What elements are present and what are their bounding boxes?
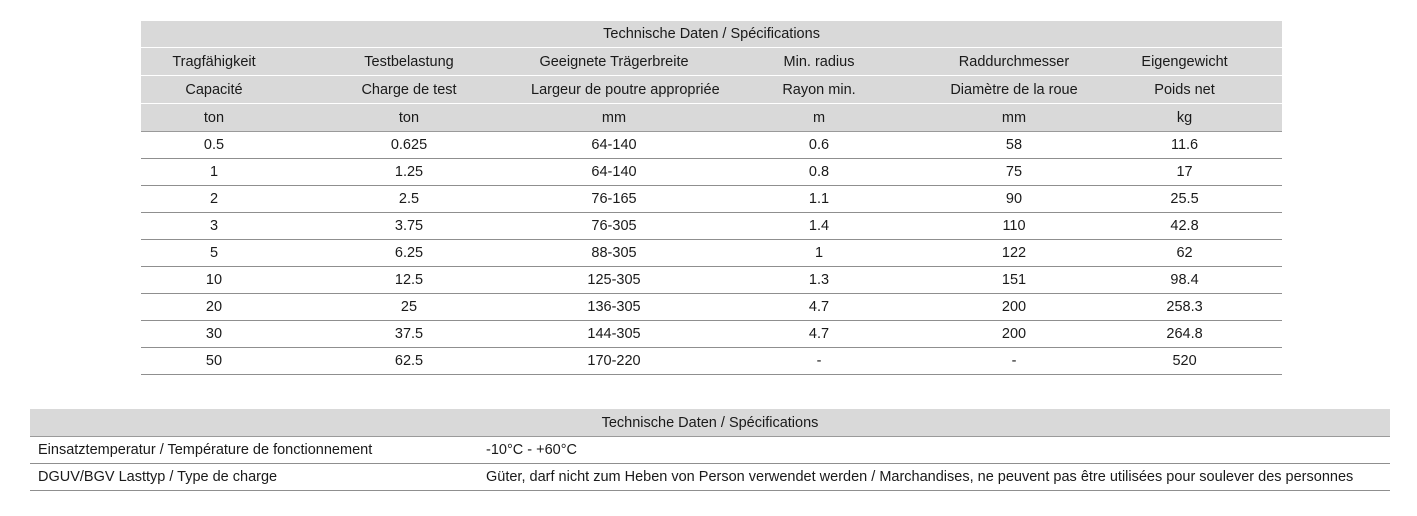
cell-min-radius: 1.4 xyxy=(697,212,941,240)
cell-wheel-diameter: 151 xyxy=(941,266,1087,294)
cell-wheel-diameter: 110 xyxy=(941,212,1087,240)
cell-min-radius: 1 xyxy=(697,239,941,267)
cell-beam-width: 64-140 xyxy=(531,158,697,186)
cell-wheel-diameter: 200 xyxy=(941,293,1087,321)
cell-capacity: 5 xyxy=(141,239,287,267)
cell-wheel-diameter: 200 xyxy=(941,320,1087,348)
spec-table: Technische Daten / Spécifications Tragfä… xyxy=(141,21,1283,375)
info-label-load-type: DGUV/BGV Lasttyp / Type de charge xyxy=(30,463,486,491)
table-row: 1 1.25 64-140 0.8 75 17 xyxy=(141,158,1283,186)
cell-wheel-diameter: 75 xyxy=(941,158,1087,186)
info-table: Technische Daten / Spécifications Einsat… xyxy=(30,409,1391,491)
cell-min-radius: 1.3 xyxy=(697,266,941,294)
table-row: 50 62.5 170-220 - - 520 xyxy=(141,347,1283,375)
cell-capacity: 50 xyxy=(141,347,287,375)
table-row: 20 25 136-305 4.7 200 258.3 xyxy=(141,293,1283,321)
cell-net-weight: 42.8 xyxy=(1087,212,1283,240)
header-fr-min-radius: Rayon min. xyxy=(697,75,941,104)
cell-min-radius: 4.7 xyxy=(697,320,941,348)
table-row: 2 2.5 76-165 1.1 90 25.5 xyxy=(141,185,1283,213)
cell-test-load: 6.25 xyxy=(287,239,531,267)
cell-test-load: 37.5 xyxy=(287,320,531,348)
cell-beam-width: 76-305 xyxy=(531,212,697,240)
cell-beam-width: 64-140 xyxy=(531,131,697,159)
header-de-capacity: Tragfähigkeit xyxy=(141,47,287,76)
cell-test-load: 12.5 xyxy=(287,266,531,294)
header-fr-net-weight: Poids net xyxy=(1087,75,1283,104)
unit-min-radius: m xyxy=(697,103,941,132)
header-de-beam-width: Geeignete Trägerbreite xyxy=(531,47,697,76)
cell-test-load: 2.5 xyxy=(287,185,531,213)
spec-header-row-de: Tragfähigkeit Testbelastung Geeignete Tr… xyxy=(141,47,1283,76)
info-table-title-row: Technische Daten / Spécifications xyxy=(30,409,1391,437)
header-fr-test-load: Charge de test xyxy=(287,75,531,104)
table-row: 0.5 0.625 64-140 0.6 58 11.6 xyxy=(141,131,1283,159)
cell-capacity: 10 xyxy=(141,266,287,294)
cell-test-load: 1.25 xyxy=(287,158,531,186)
cell-net-weight: 520 xyxy=(1087,347,1283,375)
cell-wheel-diameter: 90 xyxy=(941,185,1087,213)
spec-units-row: ton ton mm m mm kg xyxy=(141,103,1283,132)
table-row: DGUV/BGV Lasttyp / Type de charge Güter,… xyxy=(30,463,1391,491)
spec-table-title-row: Technische Daten / Spécifications xyxy=(141,21,1283,48)
table-row: 10 12.5 125-305 1.3 151 98.4 xyxy=(141,266,1283,294)
cell-test-load: 25 xyxy=(287,293,531,321)
header-de-min-radius: Min. radius xyxy=(697,47,941,76)
cell-net-weight: 98.4 xyxy=(1087,266,1283,294)
info-value-temperature: -10°C - +60°C xyxy=(486,436,1391,464)
table-row: 5 6.25 88-305 1 122 62 xyxy=(141,239,1283,267)
cell-net-weight: 17 xyxy=(1087,158,1283,186)
unit-beam-width: mm xyxy=(531,103,697,132)
info-value-load-type: Güter, darf nicht zum Heben von Person v… xyxy=(486,463,1391,491)
cell-capacity: 2 xyxy=(141,185,287,213)
cell-beam-width: 76-165 xyxy=(531,185,697,213)
cell-beam-width: 170-220 xyxy=(531,347,697,375)
unit-capacity: ton xyxy=(141,103,287,132)
cell-min-radius: 0.6 xyxy=(697,131,941,159)
unit-wheel-diameter: mm xyxy=(941,103,1087,132)
cell-test-load: 62.5 xyxy=(287,347,531,375)
cell-capacity: 1 xyxy=(141,158,287,186)
header-fr-capacity: Capacité xyxy=(141,75,287,104)
info-label-temperature: Einsatztemperatur / Température de fonct… xyxy=(30,436,486,464)
cell-capacity: 0.5 xyxy=(141,131,287,159)
header-fr-beam-width: Largeur de poutre appropriée xyxy=(531,75,720,104)
cell-beam-width: 88-305 xyxy=(531,239,697,267)
cell-min-radius: - xyxy=(697,347,941,375)
header-de-wheel-diameter: Raddurchmesser xyxy=(941,47,1087,76)
cell-test-load: 0.625 xyxy=(287,131,531,159)
header-fr-wheel-diameter: Diamètre de la roue xyxy=(941,75,1087,104)
header-de-test-load: Testbelastung xyxy=(287,47,531,76)
unit-net-weight: kg xyxy=(1087,103,1283,132)
cell-capacity: 20 xyxy=(141,293,287,321)
spec-table-title: Technische Daten / Spécifications xyxy=(141,21,1283,48)
table-row: Einsatztemperatur / Température de fonct… xyxy=(30,436,1391,464)
cell-capacity: 30 xyxy=(141,320,287,348)
cell-net-weight: 264.8 xyxy=(1087,320,1283,348)
cell-beam-width: 136-305 xyxy=(531,293,697,321)
cell-min-radius: 4.7 xyxy=(697,293,941,321)
spec-header-row-fr: Capacité Charge de test Largeur de poutr… xyxy=(141,75,1283,104)
cell-wheel-diameter: - xyxy=(941,347,1087,375)
cell-net-weight: 62 xyxy=(1087,239,1283,267)
info-table-title: Technische Daten / Spécifications xyxy=(30,409,1391,437)
cell-beam-width: 125-305 xyxy=(531,266,697,294)
header-de-net-weight: Eigengewicht xyxy=(1087,47,1283,76)
cell-min-radius: 1.1 xyxy=(697,185,941,213)
table-row: 3 3.75 76-305 1.4 110 42.8 xyxy=(141,212,1283,240)
cell-net-weight: 258.3 xyxy=(1087,293,1283,321)
table-row: 30 37.5 144-305 4.7 200 264.8 xyxy=(141,320,1283,348)
cell-wheel-diameter: 58 xyxy=(941,131,1087,159)
unit-test-load: ton xyxy=(287,103,531,132)
cell-test-load: 3.75 xyxy=(287,212,531,240)
cell-wheel-diameter: 122 xyxy=(941,239,1087,267)
cell-net-weight: 25.5 xyxy=(1087,185,1283,213)
cell-beam-width: 144-305 xyxy=(531,320,697,348)
cell-capacity: 3 xyxy=(141,212,287,240)
cell-min-radius: 0.8 xyxy=(697,158,941,186)
cell-net-weight: 11.6 xyxy=(1087,131,1283,159)
